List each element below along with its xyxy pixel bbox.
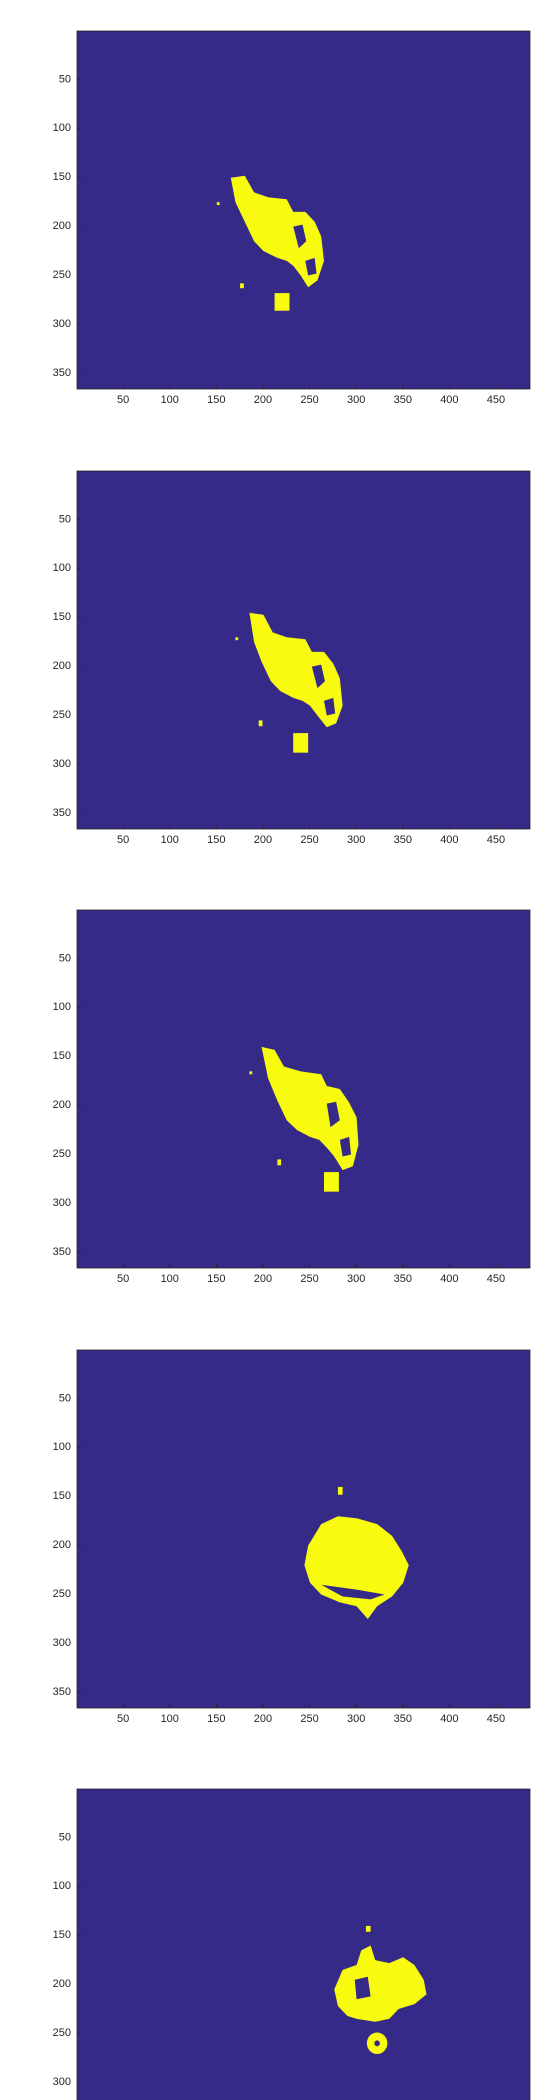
panel: 50 100 150 200 250 300 350 400 450 50 100 150 200 250… [53,1349,531,1725]
y-tick-label: 200 [53,1539,71,1551]
image-background [77,31,530,389]
axes-frame [76,470,531,830]
x-tick-label: 250 [300,1273,318,1285]
mask-region [216,175,324,311]
x-tick-label: 350 [394,1713,412,1725]
y-tick-label: 50 [59,952,71,964]
y-tick-label: 300 [53,1637,71,1649]
y-tick-label: 350 [53,367,71,379]
x-tick-label: 350 [394,834,412,846]
axes-frame [76,1349,531,1709]
x-tick-label: 250 [300,834,318,846]
panel: 50 100 150 200 250 300 350 400 450 50 100 150 200 250… [53,909,531,1285]
mask-region [235,612,343,753]
x-tick-label: 450 [487,394,505,406]
y-tick-label: 150 [53,611,71,623]
y-tick-label: 250 [53,1588,71,1600]
x-tick-label: 150 [207,1273,225,1285]
axes-frame [76,1788,531,2100]
y-tick-label: 350 [53,807,71,819]
image-background [77,1789,530,2100]
y-tick-label: 50 [59,1831,71,1843]
x-tick-label: 200 [254,394,272,406]
x-tick-label: 200 [254,1273,272,1285]
x-tick-label: 150 [207,394,225,406]
y-tick-label: 50 [59,1392,71,1404]
panel: 50 100 150 200 250 300 350 400 450 50 100 150 200 250… [53,470,531,846]
x-tick-label: 50 [117,1273,129,1285]
y-tick-label: 300 [53,318,71,330]
x-tick-label: 250 [300,1713,318,1725]
x-tick-label: 400 [440,1713,458,1725]
x-tick-label: 450 [487,834,505,846]
x-tick-label: 400 [440,834,458,846]
y-tick-label: 100 [53,1880,71,1892]
y-tick-label: 350 [53,1246,71,1258]
x-tick-label: 150 [207,834,225,846]
x-tick-label: 250 [300,394,318,406]
y-tick-label: 350 [53,1686,71,1698]
x-tick-label: 300 [347,394,365,406]
x-tick-label: 200 [254,1713,272,1725]
y-tick-label: 100 [53,122,71,134]
x-tick-label: 350 [394,1273,412,1285]
x-tick-label: 400 [440,394,458,406]
y-tick-label: 150 [53,1929,71,1941]
y-tick-label: 250 [53,269,71,281]
mask-region [334,1925,427,2055]
x-tick-label: 450 [487,1273,505,1285]
y-tick-label: 250 [53,2027,71,2039]
y-tick-label: 200 [53,1099,71,1111]
y-tick-label: 150 [53,1490,71,1502]
y-tick-label: 300 [53,758,71,770]
x-tick-label: 300 [347,834,365,846]
axes-frame [76,909,531,1269]
x-tick-label: 300 [347,1713,365,1725]
mask-region [249,1046,359,1192]
panel: 5010015020025030035040045050100150200250… [53,1788,531,2100]
x-tick-label: 100 [161,1273,179,1285]
y-tick-label: 300 [53,1197,71,1209]
x-tick-label: 300 [347,1273,365,1285]
x-tick-label: 50 [117,1713,129,1725]
axes-frame [76,30,531,390]
y-tick-label: 200 [53,660,71,672]
y-tick-label: 150 [53,171,71,183]
x-tick-label: 350 [394,394,412,406]
y-tick-label: 100 [53,1441,71,1453]
x-tick-label: 100 [161,1713,179,1725]
x-tick-label: 100 [161,834,179,846]
x-tick-label: 150 [207,1713,225,1725]
y-tick-label: 300 [53,2076,71,2088]
x-tick-label: 50 [117,834,129,846]
y-tick-label: 100 [53,1001,71,1013]
x-tick-label: 400 [440,1273,458,1285]
y-tick-label: 200 [53,220,71,232]
panel: 50 100 150 200 250 300 350 400 450 50 100 150 200 250… [53,30,531,406]
y-tick-label: 50 [59,513,71,525]
y-tick-label: 100 [53,562,71,574]
y-tick-label: 200 [53,1978,71,1990]
y-tick-label: 250 [53,709,71,721]
x-tick-label: 50 [117,394,129,406]
image-background [77,1350,530,1708]
x-tick-label: 200 [254,834,272,846]
x-tick-label: 450 [487,1713,505,1725]
y-tick-label: 50 [59,73,71,85]
y-tick-label: 150 [53,1050,71,1062]
y-tick-label: 250 [53,1148,71,1160]
mask-region [304,1486,409,1619]
x-tick-label: 100 [161,394,179,406]
